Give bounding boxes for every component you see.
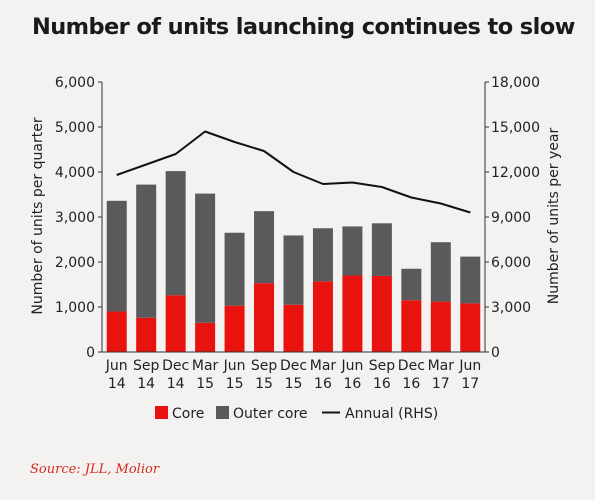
bar-core <box>224 305 245 352</box>
bar-core <box>106 311 127 352</box>
y-left-tick-label: 3,000 <box>55 210 95 226</box>
bar-core <box>195 322 216 352</box>
bar-core <box>283 304 304 352</box>
bar-core <box>254 283 275 352</box>
y-right-tick-label: 12,000 <box>491 165 540 181</box>
y-left-tick-label: 0 <box>86 345 95 361</box>
x-tick-label-month: Jun <box>105 358 128 374</box>
annual-line <box>116 130 471 214</box>
chart-title: Number of units launching continues to s… <box>32 14 575 40</box>
x-tick-label-month: Sep <box>133 358 160 374</box>
x-tick-label-month: Jun <box>223 358 246 374</box>
bar-core <box>165 295 186 352</box>
legend-swatch-outer-core <box>216 406 229 419</box>
y-right-tick-label: 3,000 <box>491 300 531 316</box>
legend: Core Outer core Annual (RHS) <box>155 406 438 422</box>
y-left-tick-label: 2,000 <box>55 255 95 271</box>
bar-outer-core <box>371 223 392 276</box>
bar-outer-core <box>312 228 333 282</box>
x-tick-label-year: 14 <box>167 376 185 392</box>
bar-core <box>136 317 157 352</box>
y-right-tick-label: 18,000 <box>491 75 540 91</box>
bar-outer-core <box>254 211 275 284</box>
legend-label-annual: Annual (RHS) <box>345 406 438 422</box>
x-tick-label-year: 15 <box>196 376 214 392</box>
bar-outer-core <box>136 184 157 318</box>
x-tick-label-year: 14 <box>108 376 126 392</box>
legend-swatch-core <box>155 406 168 419</box>
x-tick-label-month: Jun <box>458 358 481 374</box>
bar-core <box>460 303 481 352</box>
y-right-tick-label: 15,000 <box>491 120 540 136</box>
annual-line-layer <box>116 130 471 214</box>
x-tick-label-year: 16 <box>402 376 420 392</box>
x-tick-label-year: 14 <box>137 376 155 392</box>
x-tick-label-year: 15 <box>285 376 303 392</box>
x-tick-label-month: Mar <box>310 358 337 374</box>
y-axis-left-label: Number of units per quarter <box>30 117 46 314</box>
bar-core <box>312 281 333 352</box>
bar-outer-core <box>460 256 481 304</box>
x-tick-label-year: 15 <box>226 376 244 392</box>
x-tick-label-month: Sep <box>369 358 396 374</box>
x-tick-label-year: 16 <box>373 376 391 392</box>
bar-outer-core <box>106 200 127 312</box>
legend-label-core: Core <box>172 406 204 422</box>
ticks-layer: 0 1,000 2,000 3,000 4,000 5,000 6,000 0 3,000 6,0… <box>55 75 540 392</box>
bar-outer-core <box>195 193 216 323</box>
legend-label-outer-core: Outer core <box>233 406 308 422</box>
bar-outer-core <box>342 226 363 276</box>
bar-core <box>371 275 392 352</box>
x-tick-label-year: 16 <box>314 376 332 392</box>
bar-core <box>401 300 422 352</box>
bar-outer-core <box>430 242 451 302</box>
y-left-tick-label: 1,000 <box>55 300 95 316</box>
x-tick-label-month: Mar <box>428 358 455 374</box>
bar-core <box>430 301 451 352</box>
y-left-tick-label: 6,000 <box>55 75 95 91</box>
x-tick-label-year: 15 <box>255 376 273 392</box>
x-tick-label-month: Dec <box>280 358 307 374</box>
y-left-tick-label: 5,000 <box>55 120 95 136</box>
x-tick-label-month: Dec <box>162 358 189 374</box>
bar-outer-core <box>283 235 304 305</box>
x-tick-label-month: Dec <box>398 358 425 374</box>
bar-outer-core <box>401 268 422 301</box>
bar-outer-core <box>224 232 245 306</box>
x-tick-label-month: Sep <box>251 358 278 374</box>
x-tick-label-year: 16 <box>344 376 362 392</box>
source-note: Source: JLL, Molior <box>30 462 160 477</box>
y-axis-right-label: Number of units per year <box>546 128 562 305</box>
y-right-tick-label: 0 <box>491 345 500 361</box>
bars-layer <box>106 171 481 352</box>
bar-outer-core <box>165 171 186 296</box>
x-tick-label-year: 17 <box>461 376 479 392</box>
x-tick-label-month: Jun <box>340 358 363 374</box>
y-right-tick-label: 6,000 <box>491 255 531 271</box>
y-left-tick-label: 4,000 <box>55 165 95 181</box>
bar-core <box>342 275 363 352</box>
y-right-tick-label: 9,000 <box>491 210 531 226</box>
x-tick-label-month: Mar <box>192 358 219 374</box>
x-tick-label-year: 17 <box>432 376 450 392</box>
